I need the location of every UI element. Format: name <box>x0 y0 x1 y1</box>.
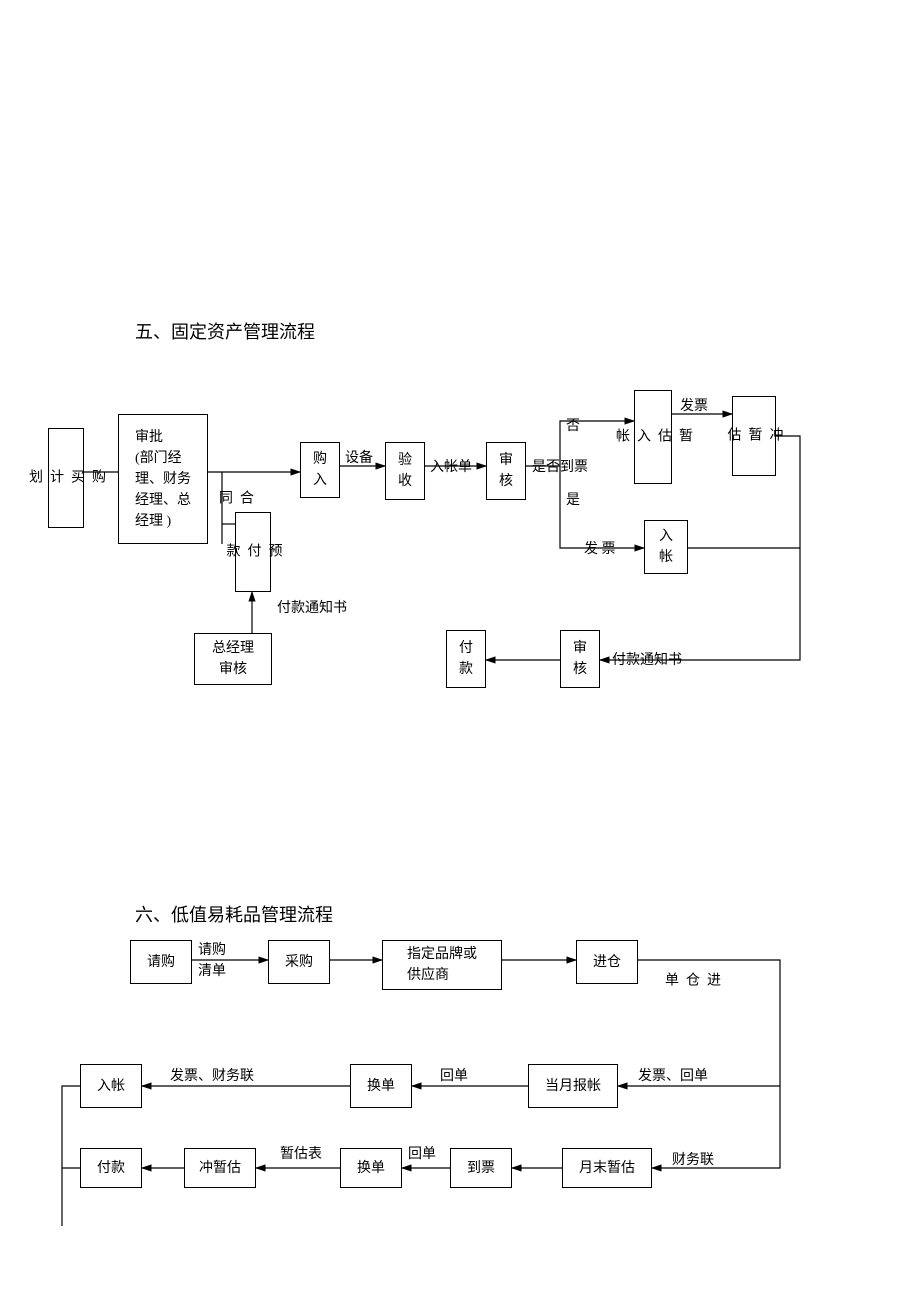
fc5-node-approve: 审批(部门经理、财务经理、总经理 ) <box>118 414 208 544</box>
fc5-node-plan: 购买计划 <box>48 428 84 528</box>
fc6-label-warehouse-doc: 进仓单 <box>660 972 723 990</box>
fc5-label-contract: 合同 <box>214 490 256 508</box>
fc6-node-brand: 指定品牌或供应商 <box>382 940 502 990</box>
fc5-label-paynotice2: 付款通知书 <box>612 650 682 671</box>
heading-5: 五、固定资产管理流程 <box>135 318 315 344</box>
fc6-node-month-report: 当月报帐 <box>528 1064 618 1108</box>
fc6-label-reqlist: 请购清单 <box>198 940 226 982</box>
fc6-label-invoice-finance: 发票、财务联 <box>170 1066 254 1087</box>
fc5-node-purchase: 购入 <box>300 442 340 498</box>
fc5-node-entry: 入帐 <box>644 520 688 574</box>
fc6-label-receipt: 回单 <box>440 1066 468 1087</box>
fc5-node-review: 审核 <box>486 442 526 500</box>
fc5-label-invoice2: 发 票 <box>584 539 616 560</box>
fc5-label-isinvoice: 是否到票 <box>532 457 588 478</box>
fc5-label-invoice1: 发票 <box>680 396 708 417</box>
fc6-node-month-temp: 月末暂估 <box>562 1148 652 1188</box>
fc5-label-entry: 入帐单 <box>430 457 472 478</box>
fc5-label-paynotice1: 付款通知书 <box>277 598 347 619</box>
fc5-node-review2: 审核 <box>560 630 600 688</box>
fc6-node-request: 请购 <box>130 940 192 984</box>
fc5-node-pay: 付款 <box>446 630 486 688</box>
fc6-node-purchase: 采购 <box>268 940 330 984</box>
fc5-node-accept: 验收 <box>385 442 425 500</box>
fc6-label-invoice-receipt: 发票、回单 <box>638 1066 708 1087</box>
fc5-node-reverse-temp: 冲暂估 <box>732 396 776 476</box>
fc5-node-gm-review: 总经理审核 <box>194 633 272 685</box>
fc6-node-invoice-arrive: 到票 <box>450 1148 512 1188</box>
fc5-node-prepay: 预付款 <box>235 512 271 592</box>
heading-6: 六、低值易耗品管理流程 <box>135 901 333 927</box>
fc6-node-warehouse: 进仓 <box>576 940 638 984</box>
fc6-node-exchange2: 换单 <box>340 1148 402 1188</box>
fc6-label-temp-table: 暂估表 <box>280 1144 322 1165</box>
fc6-node-entry: 入帐 <box>80 1064 142 1108</box>
fc5-label-yes: 是 <box>566 490 580 511</box>
fc6-node-exchange1: 换单 <box>350 1064 412 1108</box>
fc6-node-pay: 付款 <box>80 1148 142 1188</box>
fc5-node-temp-entry: 暂估入帐 <box>634 390 672 484</box>
fc5-label-device: 设备 <box>345 448 373 469</box>
fc5-label-no: 否 <box>566 416 580 437</box>
fc6-node-reverse-temp: 冲暂估 <box>184 1148 256 1188</box>
fc6-label-finance: 财务联 <box>672 1150 714 1171</box>
fc6-label-receipt2: 回单 <box>408 1144 436 1165</box>
